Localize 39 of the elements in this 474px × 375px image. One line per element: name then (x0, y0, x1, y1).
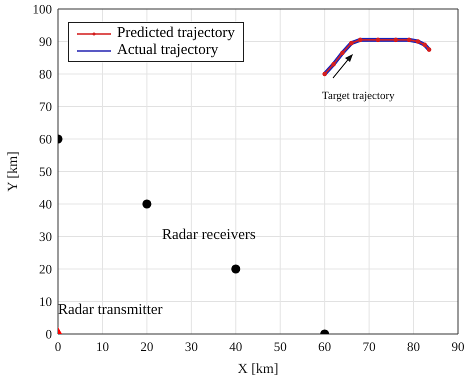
point (406, 38, 412, 42)
x-tick-label: 30 (184, 339, 198, 354)
y-tick-label: 100 (32, 2, 52, 17)
y-tick-label: 0 (46, 326, 52, 342)
x-tick-label: 40 (229, 339, 242, 354)
y-tick-label: 40 (39, 196, 52, 212)
annotation: Radar receivers (162, 227, 256, 244)
x-tick-label: 20 (140, 339, 154, 354)
y-tick-label: 90 (39, 34, 52, 50)
legend-label: Actual trajectory (117, 42, 218, 59)
point (416, 39, 420, 44)
point (322, 72, 327, 76)
y-tick-label: 30 (39, 229, 52, 244)
point (426, 47, 432, 52)
y-axis-title: Y [km] (6, 151, 21, 192)
x-tick-label: 70 (362, 339, 376, 354)
point (358, 38, 362, 42)
point (340, 50, 345, 56)
point (394, 38, 398, 42)
point (349, 40, 354, 46)
point (331, 62, 336, 66)
y-tick-label: 70 (39, 99, 52, 114)
x-tick-label: 80 (407, 339, 420, 354)
annotation: Radar transmitter (58, 302, 163, 319)
y-tick-label: 10 (39, 294, 52, 310)
x-tick-label: 10 (96, 339, 109, 354)
point (376, 38, 380, 42)
annotation: Target trajectory (322, 90, 395, 102)
x-tick-label: 60 (318, 339, 332, 354)
point (422, 42, 427, 47)
x-tick-label: 50 (274, 339, 287, 354)
y-tick-label: 50 (39, 164, 52, 180)
legend-label: Predicted trajectory (117, 25, 235, 42)
y-tick-label: 20 (39, 262, 52, 277)
x-tick-label: 90 (452, 339, 464, 354)
y-tick-label: 80 (39, 66, 52, 82)
x-tick-label: 0 (54, 339, 62, 354)
y-tick-label: 60 (39, 132, 52, 147)
x-axis-title: X [km] (238, 362, 278, 375)
